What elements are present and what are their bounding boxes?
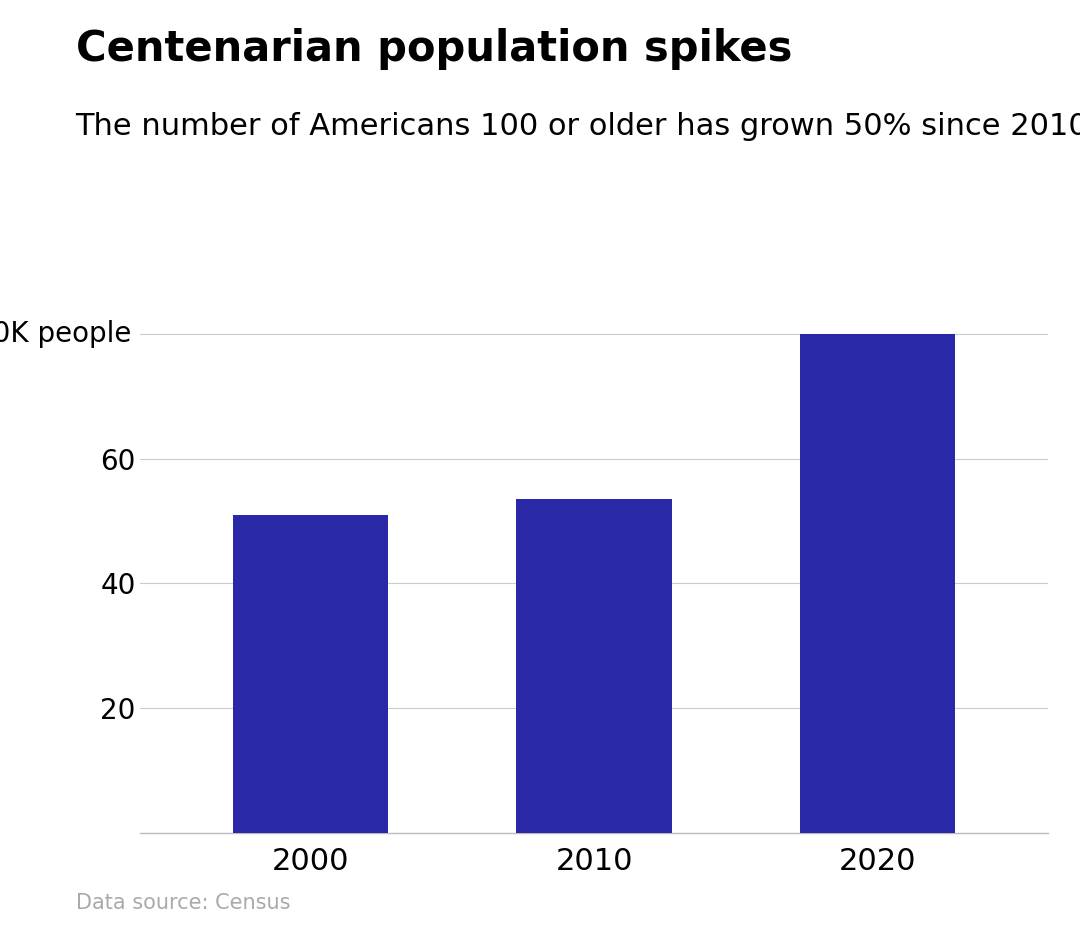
Bar <box>799 334 956 833</box>
Text: Data source: Census: Data source: Census <box>76 893 291 913</box>
Text: Centenarian population spikes: Centenarian population spikes <box>76 28 792 70</box>
Bar <box>516 499 672 833</box>
Text: The number of Americans 100 or older has grown 50% since 2010.: The number of Americans 100 or older has… <box>76 112 1080 141</box>
Bar <box>232 515 389 833</box>
Text: 80K people: 80K people <box>0 320 132 348</box>
